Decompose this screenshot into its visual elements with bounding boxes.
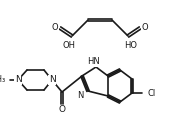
Text: CH₃: CH₃ xyxy=(0,74,6,84)
Text: O: O xyxy=(52,22,58,32)
Text: Cl: Cl xyxy=(147,88,155,97)
Text: OH: OH xyxy=(62,41,75,49)
Text: N: N xyxy=(78,90,84,99)
Text: HO: HO xyxy=(124,41,138,49)
Text: HN: HN xyxy=(88,57,100,66)
Text: O: O xyxy=(58,105,65,115)
Text: N: N xyxy=(15,76,21,84)
Text: N: N xyxy=(49,76,55,84)
Text: O: O xyxy=(142,22,148,32)
